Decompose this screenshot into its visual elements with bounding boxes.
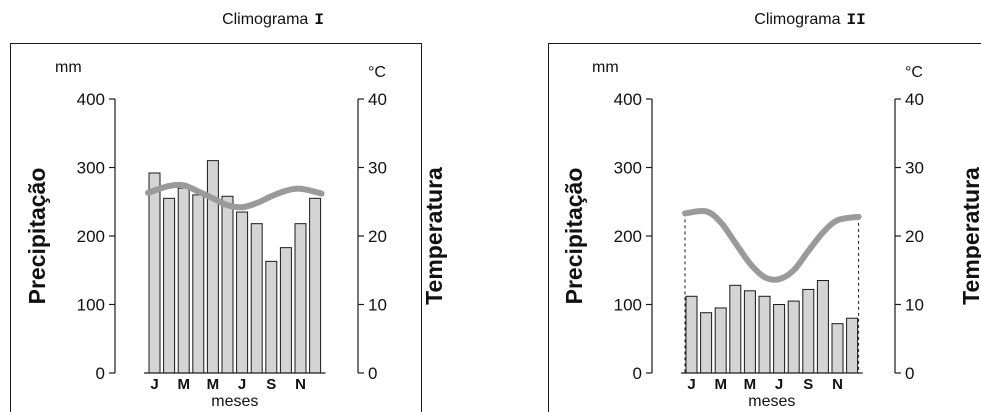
x-tick-label: J [238, 376, 246, 393]
precipitation-bar [192, 194, 205, 374]
chart-frame [548, 43, 981, 412]
y-tick-label-left: 300 [77, 159, 105, 178]
chart-title: Climograma II [754, 11, 865, 29]
x-tick-label: J [687, 376, 695, 393]
precipitation-bar [309, 197, 322, 374]
unit-right: °C [368, 64, 386, 81]
x-tick-label: N [295, 376, 306, 393]
climogram-2: Climograma II mm °C Precipitação Temperatura 0… [548, 11, 981, 412]
unit-left: mm [55, 59, 82, 76]
y-tick-label-left: 200 [614, 227, 642, 246]
precipitation-bar [787, 300, 800, 374]
y-tick-label-right: 40 [905, 90, 924, 109]
y-tick-label-left: 200 [77, 227, 105, 246]
precipitation-bar [729, 284, 742, 374]
precipitation-bar [773, 304, 786, 374]
unit-right: °C [905, 64, 923, 81]
x-tick-label: M [177, 376, 190, 393]
x-tick-label: N [832, 376, 843, 393]
x-tick-label: J [150, 376, 158, 393]
y-tick-label-left: 100 [77, 296, 105, 315]
precipitation-bar [148, 172, 161, 374]
precipitation-bar [846, 317, 859, 374]
precipitation-bar [177, 187, 190, 374]
precipitation-bar [221, 195, 234, 374]
precipitation-bar [714, 307, 727, 374]
y-tick-label-left: 100 [614, 296, 642, 315]
chart-title-numeral: II [847, 11, 866, 29]
y-axis-title-right: Temperatura [958, 167, 981, 305]
x-tick-label: S [803, 376, 813, 393]
chart-title: Climograma I [222, 11, 324, 29]
precipitation-bar [758, 295, 771, 374]
y-axis-title-right: Temperatura [421, 167, 447, 305]
temperature-line [682, 207, 862, 283]
y-tick-label-right: 0 [368, 364, 377, 383]
y-tick-label-left: 400 [614, 90, 642, 109]
precipitation-bar [685, 295, 698, 374]
y-tick-label-right: 30 [905, 159, 924, 178]
precipitation-bar [294, 223, 307, 374]
y-axis-title-left: Precipitação [561, 168, 587, 305]
precipitation-bar [265, 260, 278, 374]
precipitation-bar [206, 160, 219, 374]
x-tick-label: J [775, 376, 783, 393]
precipitation-bar [743, 290, 756, 374]
precipitation-bar [831, 323, 844, 374]
chart-title-prefix: Climograma [754, 11, 840, 28]
y-tick-label-right: 20 [905, 227, 924, 246]
y-tick-label-right: 40 [368, 90, 387, 109]
y-tick-label-left: 0 [96, 364, 105, 383]
y-tick-label-right: 20 [368, 227, 387, 246]
y-axis-title-left: Precipitação [24, 168, 50, 305]
precipitation-bar [279, 247, 292, 374]
x-axis-title: meses [748, 393, 795, 410]
chart-title-numeral: I [314, 11, 324, 29]
chart-title-prefix: Climograma [222, 11, 308, 28]
precipitation-bar [236, 211, 249, 374]
y-tick-label-right: 10 [368, 296, 387, 315]
x-axis-title: meses [211, 393, 258, 410]
x-tick-label: M [714, 376, 727, 393]
y-tick-label-left: 300 [614, 159, 642, 178]
precipitation-bar [802, 288, 815, 374]
climogram-1: Climograma Imm °C Precipitação Temperatura 0 1… [10, 11, 447, 412]
precipitation-bar [700, 312, 713, 374]
y-tick-label-left: 400 [77, 90, 105, 109]
temperature-line [145, 181, 325, 211]
x-tick-label: S [266, 376, 276, 393]
y-tick-label-right: 10 [905, 296, 924, 315]
y-tick-label-left: 0 [633, 364, 642, 383]
chart-frame [10, 43, 422, 412]
precipitation-bar [816, 280, 829, 374]
unit-left: mm [592, 59, 619, 76]
y-tick-label-right: 30 [368, 159, 387, 178]
x-tick-label: M [207, 376, 220, 393]
x-tick-label: M [744, 376, 757, 393]
precipitation-bar [250, 223, 263, 374]
precipitation-bar [163, 197, 176, 374]
y-tick-label-right: 0 [905, 364, 914, 383]
